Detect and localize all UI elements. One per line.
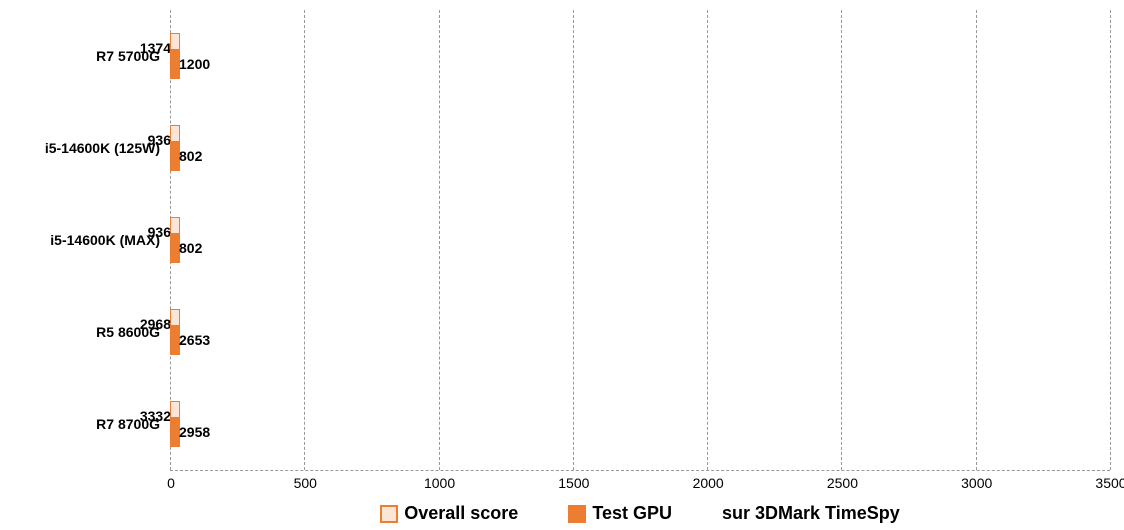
- bar-gpu: 2958: [170, 417, 180, 447]
- bar-gpu: 802: [170, 141, 180, 171]
- benchmark-chart: 0 500 1000 1500 2000 2500 3000 3500 R7 5…: [0, 0, 1124, 530]
- value-label: 1200: [179, 56, 210, 72]
- gridline: 3500: [1110, 10, 1111, 470]
- legend-item-overall: Overall score: [380, 503, 518, 524]
- legend-swatch-gpu: [568, 505, 586, 523]
- x-tick-label: 1500: [558, 475, 589, 491]
- caption-text: sur 3DMark TimeSpy: [722, 503, 900, 524]
- value-label: 936: [148, 132, 171, 148]
- gridline: 1000: [439, 10, 440, 470]
- legend-label: Overall score: [404, 503, 518, 524]
- x-tick-label: 3500: [1095, 475, 1124, 491]
- value-label: 2958: [179, 424, 210, 440]
- gridline: 2500: [841, 10, 842, 470]
- value-label: 2968: [140, 316, 171, 332]
- legend-label: Test GPU: [592, 503, 672, 524]
- x-tick-label: 3000: [961, 475, 992, 491]
- value-label: 3332: [140, 408, 171, 424]
- x-tick-label: 500: [294, 475, 317, 491]
- legend-item-gpu: Test GPU: [568, 503, 672, 524]
- value-label: 802: [179, 148, 202, 164]
- x-tick-label: 0: [167, 475, 175, 491]
- legend-swatch-overall: [380, 505, 398, 523]
- value-label: 2653: [179, 332, 210, 348]
- value-label: 802: [179, 240, 202, 256]
- plot-area: 0 500 1000 1500 2000 2500 3000 3500 R7 5…: [170, 10, 1110, 471]
- value-label: 936: [148, 224, 171, 240]
- gridline: 3000: [976, 10, 977, 470]
- legend-caption: sur 3DMark TimeSpy: [722, 503, 900, 524]
- x-tick-label: 2000: [693, 475, 724, 491]
- bar-gpu: 1200: [170, 49, 180, 79]
- gridline: 1500: [573, 10, 574, 470]
- x-tick-label: 2500: [827, 475, 858, 491]
- bar-gpu: 802: [170, 233, 180, 263]
- legend: Overall score Test GPU sur 3DMark TimeSp…: [170, 503, 1110, 524]
- value-label: 1374: [140, 40, 171, 56]
- bar-gpu: 2653: [170, 325, 180, 355]
- gridline: 2000: [707, 10, 708, 470]
- gridline: 500: [304, 10, 305, 470]
- x-tick-label: 1000: [424, 475, 455, 491]
